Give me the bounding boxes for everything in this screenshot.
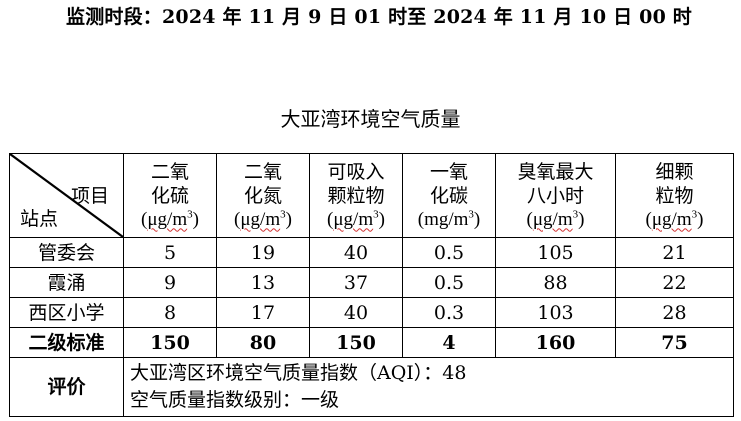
table-cell: 40: [309, 297, 403, 328]
standard-value: 150: [123, 327, 217, 358]
column-unit: (μg/m3): [645, 208, 704, 230]
table-cell: 22: [615, 267, 734, 298]
table-cell: 103: [495, 297, 616, 328]
header-row: 项目 站点 二氧 化硫 (μg/m3) 二氧 化氮 (μg/m3) 可吸入 颗粒…: [9, 153, 734, 238]
table-row: 西区小学 8 17 40 0.3 103 28: [9, 297, 734, 328]
column-unit: (μg/m3): [526, 208, 585, 230]
corner-station-label: 站点: [20, 208, 59, 230]
table-cell: 17: [216, 297, 310, 328]
table-cell: 88: [495, 267, 616, 298]
column-header-line1: 二氧: [150, 160, 189, 183]
column-header-line2: 粒物: [655, 184, 694, 207]
column-header-o3: 臭氧最大 八小时 (μg/m3): [495, 153, 616, 238]
table-cell: 105: [495, 237, 616, 268]
station-name: 霞涌: [9, 267, 124, 298]
station-name: 管委会: [9, 237, 124, 268]
column-header-pm10: 可吸入 颗粒物 (μg/m3): [309, 153, 403, 238]
column-header-line1: 可吸入: [327, 160, 385, 183]
aqi-level-line: 空气质量指数级别：一级: [130, 389, 340, 411]
column-header-line1: 一氧: [429, 160, 468, 183]
table-cell: 0.5: [402, 267, 496, 298]
air-quality-table: 项目 站点 二氧 化硫 (μg/m3) 二氧 化氮 (μg/m3) 可吸入 颗粒…: [9, 153, 734, 417]
table-cell: 5: [123, 237, 217, 268]
column-header-line2: 化碳: [429, 184, 468, 207]
column-unit: (mg/m3): [417, 208, 481, 230]
table-cell: 21: [615, 237, 734, 268]
table-cell: 0.3: [402, 297, 496, 328]
table-row: 管委会 5 19 40 0.5 105 21: [9, 237, 734, 268]
table-cell: 37: [309, 267, 403, 298]
diagonal-divider: [10, 154, 123, 237]
aqi-line: 大亚湾区环境空气质量指数（AQI）：48: [130, 362, 467, 384]
standard-value: 75: [615, 327, 734, 358]
table-cell: 13: [216, 267, 310, 298]
standard-value: 80: [216, 327, 310, 358]
table-title: 大亚湾环境空气质量: [280, 107, 461, 131]
column-header-line1: 臭氧最大: [517, 160, 594, 183]
standard-value: 150: [309, 327, 403, 358]
corner-item-label: 项目: [70, 185, 109, 207]
column-header-line2: 化氮: [243, 184, 282, 207]
table-cell: 40: [309, 237, 403, 268]
corner-header-cell: 项目 站点: [9, 153, 124, 238]
column-header-no2: 二氧 化氮 (μg/m3): [216, 153, 310, 238]
table-cell: 28: [615, 297, 734, 328]
column-unit: (μg/m3): [327, 208, 385, 230]
monitoring-period: 监测时段：2024 年 11 月 9 日 01 时至 2024 年 11 月 1…: [66, 6, 693, 28]
evaluation-row: 评价 大亚湾区环境空气质量指数（AQI）：48 空气质量指数级别：一级: [9, 357, 734, 417]
standard-value: 160: [495, 327, 616, 358]
standard-label: 二级标准: [9, 327, 124, 358]
column-header-line2: 化硫: [150, 184, 189, 207]
evaluation-label: 评价: [9, 357, 124, 417]
standard-value: 4: [402, 327, 496, 358]
column-unit: (μg/m3): [141, 208, 199, 230]
table-row: 霞涌 9 13 37 0.5 88 22: [9, 267, 734, 298]
column-header-pm25: 细颗 粒物 (μg/m3): [615, 153, 734, 238]
table-cell: 0.5: [402, 237, 496, 268]
column-header-line2: 八小时: [526, 184, 584, 207]
evaluation-text: 大亚湾区环境空气质量指数（AQI）：48 空气质量指数级别：一级: [123, 357, 734, 417]
column-unit: (μg/m3): [234, 208, 292, 230]
column-header-co: 一氧 化碳 (mg/m3): [402, 153, 496, 238]
column-header-line1: 细颗: [655, 160, 694, 183]
station-name: 西区小学: [9, 297, 124, 328]
column-header-line1: 二氧: [243, 160, 282, 183]
column-header-line2: 颗粒物: [327, 184, 385, 207]
table-cell: 19: [216, 237, 310, 268]
table-cell: 9: [123, 267, 217, 298]
column-header-so2: 二氧 化硫 (μg/m3): [123, 153, 217, 238]
standard-row: 二级标准 150 80 150 4 160 75: [9, 327, 734, 358]
table-cell: 8: [123, 297, 217, 328]
